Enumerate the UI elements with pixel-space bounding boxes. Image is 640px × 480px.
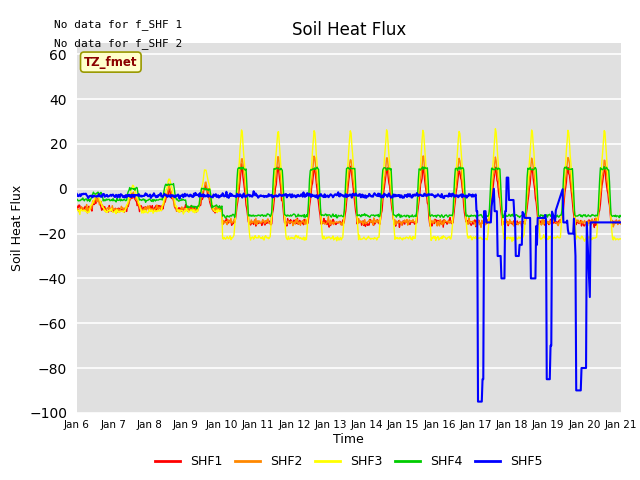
Line: SHF4: SHF4 bbox=[77, 167, 621, 218]
SHF1 bbox=[237, 161, 245, 167]
SHF4 bbox=[617, 214, 625, 219]
SHF5 bbox=[340, 194, 348, 200]
SHF5 bbox=[503, 175, 511, 180]
SHF4 bbox=[216, 203, 223, 209]
SHF1 bbox=[341, 212, 349, 218]
SHF2 bbox=[73, 207, 81, 213]
SHF3 bbox=[193, 208, 200, 214]
SHF5 bbox=[617, 219, 625, 225]
SHF2 bbox=[568, 191, 576, 196]
Legend: SHF1, SHF2, SHF3, SHF4, SHF5: SHF1, SHF2, SHF3, SHF4, SHF5 bbox=[150, 450, 547, 473]
Text: No data for f_SHF 2: No data for f_SHF 2 bbox=[54, 38, 182, 49]
Title: Soil Heat Flux: Soil Heat Flux bbox=[292, 21, 406, 39]
Line: SHF1: SHF1 bbox=[77, 164, 621, 228]
SHF4 bbox=[193, 204, 200, 210]
SHF5 bbox=[568, 231, 576, 237]
SHF4 bbox=[341, 193, 349, 199]
SHF4 bbox=[568, 166, 575, 172]
SHF1 bbox=[73, 203, 81, 209]
Line: SHF5: SHF5 bbox=[77, 178, 621, 402]
SHF3 bbox=[216, 209, 223, 215]
Text: TZ_fmet: TZ_fmet bbox=[84, 56, 138, 69]
SHF1 bbox=[518, 225, 525, 231]
SHF3 bbox=[617, 236, 625, 242]
X-axis label: Time: Time bbox=[333, 433, 364, 446]
Line: SHF2: SHF2 bbox=[77, 156, 621, 228]
SHF3 bbox=[568, 182, 576, 188]
SHF4 bbox=[600, 164, 608, 169]
SHF5 bbox=[474, 399, 482, 405]
SHF5 bbox=[447, 192, 454, 197]
SHF3 bbox=[73, 207, 81, 213]
SHF4 bbox=[448, 213, 456, 218]
SHF3 bbox=[447, 236, 454, 242]
SHF2 bbox=[477, 225, 485, 230]
SHF4 bbox=[222, 215, 230, 221]
SHF3 bbox=[492, 126, 499, 132]
SHF2 bbox=[420, 153, 428, 159]
SHF4 bbox=[73, 196, 81, 202]
SHF2 bbox=[216, 207, 223, 213]
SHF1 bbox=[617, 220, 625, 226]
SHF1 bbox=[394, 219, 402, 225]
SHF5 bbox=[394, 192, 401, 198]
SHF2 bbox=[448, 218, 456, 224]
SHF3 bbox=[508, 239, 516, 244]
SHF2 bbox=[394, 220, 401, 226]
SHF5 bbox=[193, 192, 200, 198]
SHF5 bbox=[216, 193, 223, 199]
SHF1 bbox=[193, 208, 200, 214]
SHF4 bbox=[394, 213, 402, 218]
SHF1 bbox=[448, 221, 456, 227]
SHF3 bbox=[340, 212, 348, 218]
Line: SHF3: SHF3 bbox=[77, 129, 621, 241]
SHF2 bbox=[193, 209, 200, 215]
SHF5 bbox=[73, 191, 81, 197]
SHF1 bbox=[568, 200, 576, 205]
Text: No data for f_SHF 1: No data for f_SHF 1 bbox=[54, 19, 182, 30]
Y-axis label: Soil Heat Flux: Soil Heat Flux bbox=[10, 185, 24, 271]
SHF2 bbox=[340, 209, 348, 215]
SHF2 bbox=[617, 221, 625, 227]
SHF3 bbox=[394, 235, 401, 240]
SHF1 bbox=[216, 204, 223, 209]
